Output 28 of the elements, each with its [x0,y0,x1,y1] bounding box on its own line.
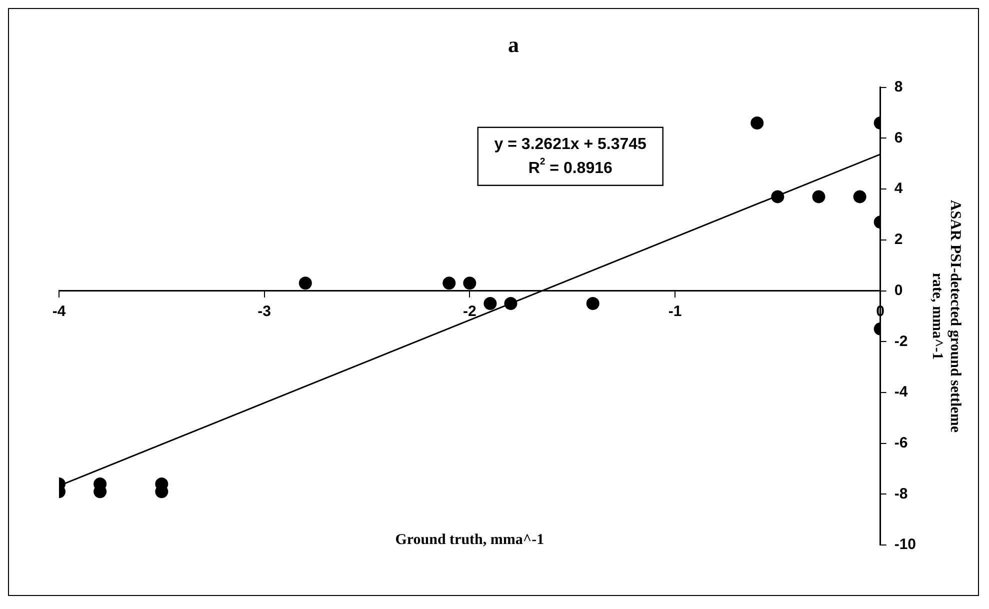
x-tick-label: -2 [462,302,476,320]
annotation: y = 3.2621x + 5.3745 [494,136,647,153]
point [586,296,600,310]
point [484,296,497,310]
point [298,276,312,290]
x-tick-label: -3 [258,302,271,320]
x-tick-label: -4 [52,302,66,320]
point [812,190,826,204]
y-tick-label: -6 [894,434,908,452]
y-tick-label: 0 [894,282,903,299]
point [504,296,518,310]
point [771,190,784,204]
point [442,276,456,290]
y-tick-label: 6 [894,129,903,146]
y-tick-label: 8 [894,78,903,96]
point [463,276,476,290]
y-tick-label: -2 [894,332,908,350]
y-tick-label: 4 [894,180,904,198]
x-tick-label: -1 [668,302,682,320]
point [853,190,866,204]
x-axis-title: Ground truth, mma^-1 [395,532,544,548]
y-tick-label: 2 [894,231,903,248]
y-tick-label: -8 [894,485,908,502]
y-axis-title: ASAR PSI-detected ground settleme rate, mma^-1 [929,200,964,433]
y-tick-label: -10 [894,536,916,554]
y-tick-label: -4 [894,384,908,401]
point [750,116,764,130]
chart-title: a [508,32,519,57]
